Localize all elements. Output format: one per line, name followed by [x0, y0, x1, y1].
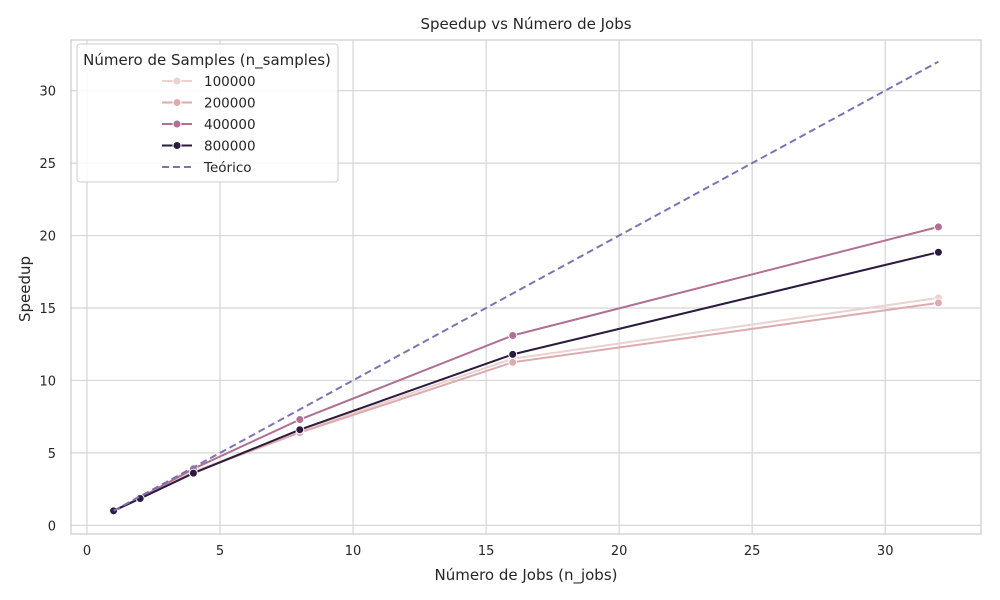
data-point-800000: [933, 247, 943, 257]
legend-marker-200000: [172, 98, 182, 107]
y-tick-label: 25: [39, 157, 56, 172]
x-axis-label: Número de Jobs (n_jobs): [435, 566, 618, 585]
legend-label-400000: 400000: [204, 117, 256, 133]
x-tick-label: 5: [216, 544, 224, 559]
data-point-800000: [295, 425, 305, 435]
data-point-200000: [933, 298, 943, 308]
y-axis-label: Speedup: [16, 256, 34, 322]
y-tick-label: 10: [39, 374, 56, 389]
legend-title: Número de Samples (n_samples): [83, 51, 331, 70]
data-point-400000: [295, 415, 305, 425]
grid-lines: [71, 40, 981, 534]
y-tick-label: 20: [39, 230, 56, 245]
series-layer: [109, 60, 943, 516]
legend-label-Teórico: Teórico: [203, 160, 252, 176]
y-tick-label: 30: [39, 85, 56, 100]
data-point-800000: [188, 468, 198, 478]
y-tick-label: 5: [48, 447, 56, 462]
chart-title: Speedup vs Número de Jobs: [420, 15, 631, 33]
y-tick-labels: 0 5 10 15 20 25 30: [39, 85, 56, 535]
data-point-400000: [933, 222, 943, 232]
legend-items: 100000 200000 400000 800000 Teórico: [162, 74, 256, 176]
y-tick-label: 0: [48, 519, 56, 534]
legend-label-200000: 200000: [204, 96, 256, 112]
x-tick-label: 10: [345, 544, 362, 559]
legend-marker-100000: [172, 76, 182, 86]
x-tick-label: 25: [744, 544, 761, 559]
x-tick-label: 15: [478, 544, 495, 559]
x-tick-labels: 0 5 10 15 20 25 30: [83, 544, 894, 559]
legend: Número de Samples (n_samples) 100000 2000…: [76, 43, 339, 183]
series-line-800000: [113, 251, 939, 512]
data-point-800000: [109, 506, 119, 516]
x-tick-label: 0: [83, 544, 91, 559]
data-point-800000: [508, 349, 518, 359]
data-point-400000: [508, 331, 518, 341]
data-point-200000: [508, 357, 518, 367]
legend-label-800000: 800000: [204, 139, 256, 155]
legend-box: [76, 43, 339, 183]
legend-label-100000: 100000: [204, 74, 256, 90]
legend-marker-800000: [172, 141, 182, 150]
y-tick-label: 15: [39, 302, 56, 317]
plot-frame: [70, 39, 982, 535]
series-line-Teórico: [113, 60, 939, 512]
legend-marker-400000: [172, 119, 182, 129]
x-tick-label: 30: [877, 544, 894, 559]
x-tick-label: 20: [611, 544, 628, 559]
